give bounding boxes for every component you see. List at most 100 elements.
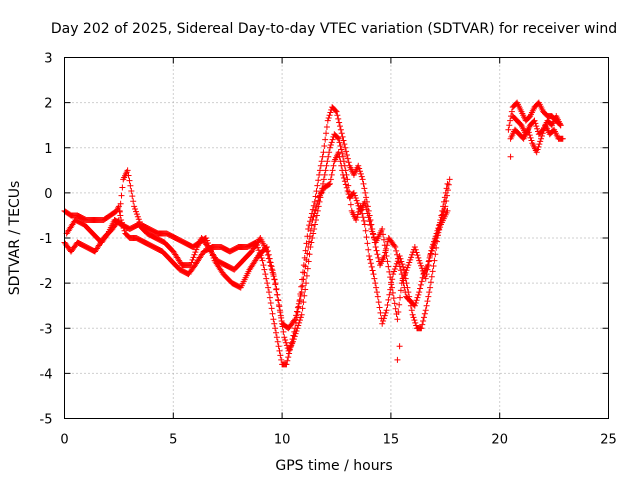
data-point (404, 264, 411, 271)
data-point (392, 244, 399, 251)
x-tick-label: 5 (169, 433, 177, 448)
data-point (392, 305, 399, 312)
data-point (274, 291, 281, 298)
y-tick-label: -2 (40, 277, 53, 292)
data-point (275, 297, 282, 304)
data-point (422, 275, 429, 282)
data-point (314, 200, 321, 207)
data-point (385, 296, 392, 303)
data-point (407, 302, 414, 309)
chart-title: Day 202 of 2025, Sidereal Day-to-day VTE… (51, 21, 617, 37)
data-point (440, 203, 447, 210)
data-point (126, 177, 133, 184)
data-point (117, 200, 124, 207)
data-point (397, 267, 404, 274)
data-point (281, 334, 288, 341)
data-point (361, 221, 368, 228)
data-point (414, 294, 421, 301)
data-point (116, 208, 123, 215)
data-point (312, 221, 319, 228)
x-tick-label: 25 (600, 433, 617, 448)
data-point (293, 312, 300, 319)
data-point (300, 276, 307, 283)
data-point (329, 136, 336, 143)
data-point (412, 299, 419, 306)
data-point (340, 171, 347, 178)
data-point (305, 244, 312, 251)
data-point (329, 167, 336, 174)
data-point (296, 319, 303, 326)
data-point (310, 213, 317, 220)
data-point (321, 142, 328, 149)
data-point (368, 225, 375, 232)
data-point (316, 171, 323, 178)
data-point (298, 289, 305, 296)
data-point (264, 252, 271, 259)
data-point (336, 139, 343, 146)
data-point (406, 259, 413, 266)
data-point (344, 155, 351, 162)
data-point (369, 228, 376, 235)
data-point (300, 299, 307, 306)
data-point (411, 317, 418, 324)
data-point (427, 253, 434, 260)
data-point (406, 293, 413, 300)
data-point (399, 261, 406, 268)
data-point (380, 315, 387, 322)
data-point (124, 167, 131, 174)
data-point (270, 316, 277, 323)
data-point (119, 184, 126, 191)
data-point (311, 225, 318, 232)
data-point (409, 251, 416, 258)
data-point (297, 314, 304, 321)
data-point (366, 253, 373, 260)
data-point (427, 279, 434, 286)
data-point (415, 254, 422, 261)
data-point (130, 198, 137, 205)
data-point (301, 269, 308, 276)
data-point (290, 336, 297, 343)
data-point (285, 354, 292, 361)
data-point (312, 207, 319, 214)
data-point (505, 126, 512, 133)
data-point (265, 284, 272, 291)
y-tick-label: 1 (44, 142, 52, 157)
data-point (366, 218, 373, 225)
data-point (104, 231, 111, 238)
data-point (391, 265, 398, 272)
data-point (283, 339, 290, 346)
data-point (325, 153, 332, 160)
data-point (363, 194, 370, 201)
data-point (418, 278, 425, 285)
data-point (321, 171, 328, 178)
data-point (407, 298, 414, 305)
data-point (429, 245, 436, 252)
data-point (269, 310, 276, 317)
data-point (299, 282, 306, 289)
data-point (426, 257, 433, 264)
data-point (302, 286, 309, 293)
data-point (360, 217, 367, 224)
data-point (265, 255, 272, 262)
data-point (326, 112, 333, 119)
data-point (527, 134, 534, 141)
data-point (314, 182, 321, 189)
data-point (411, 244, 418, 251)
data-point (437, 224, 444, 231)
data-point (390, 295, 397, 302)
x-axis-label: GPS time / hours (275, 458, 392, 474)
data-point (430, 242, 437, 249)
data-point (339, 133, 346, 140)
data-point (353, 214, 360, 221)
data-point (342, 181, 349, 188)
data-point (271, 276, 278, 283)
data-point (296, 317, 303, 324)
x-tick-label: 20 (491, 433, 508, 448)
data-point (537, 138, 544, 145)
data-point (531, 117, 538, 124)
data-point (383, 253, 390, 260)
data-point (404, 284, 411, 291)
data-point (382, 247, 389, 254)
data-point (423, 271, 430, 278)
data-point (417, 281, 424, 288)
